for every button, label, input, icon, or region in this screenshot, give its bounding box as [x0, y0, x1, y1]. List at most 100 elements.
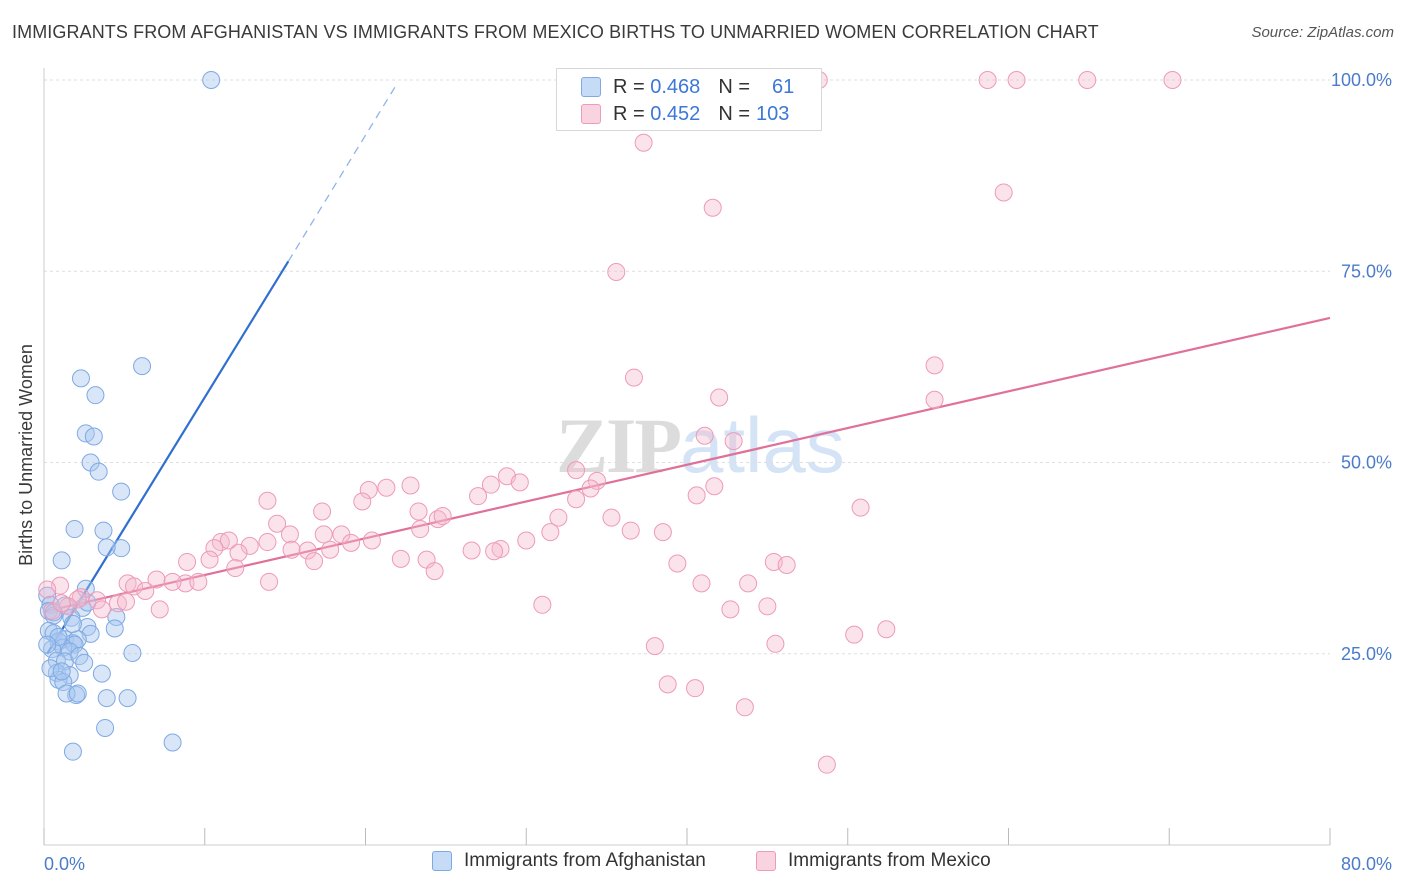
trend-line-afghanistan — [46, 260, 290, 655]
legend-row-afghanistan: R = 0.468 N = 61 — [557, 74, 794, 100]
point-mexico — [925, 390, 944, 409]
point-mexico — [645, 637, 664, 656]
point-mexico — [305, 552, 324, 571]
point-mexico — [485, 542, 504, 561]
legend-r-value: 0.452 — [650, 102, 701, 125]
point-mexico — [189, 572, 208, 591]
point-mexico — [200, 550, 219, 569]
legend-swatch-mexico — [756, 851, 776, 871]
point-mexico — [587, 471, 606, 490]
point-mexico — [205, 539, 224, 558]
point-mexico — [533, 595, 552, 614]
point-mexico — [567, 490, 586, 509]
point-mexico — [226, 559, 245, 578]
point-mexico — [409, 502, 428, 521]
point-mexico — [425, 562, 444, 581]
point-mexico — [624, 368, 643, 387]
point-afghanistan — [133, 357, 152, 376]
legend-label-afghanistan: Immigrants from Afghanistan — [464, 850, 706, 871]
point-mexico — [116, 592, 135, 611]
point-mexico — [1007, 71, 1026, 89]
legend-r-label: R = — [613, 102, 645, 125]
point-mexico — [510, 473, 529, 492]
point-mexico — [607, 263, 626, 282]
point-afghanistan — [97, 538, 116, 557]
point-mexico — [240, 536, 259, 555]
point-mexico — [178, 552, 197, 571]
point-mexico — [433, 507, 452, 526]
legend-item-mexico[interactable]: Immigrants from Mexico — [756, 850, 991, 872]
point-mexico — [428, 510, 447, 529]
point-mexico — [658, 675, 677, 694]
point-mexico — [342, 533, 361, 552]
point-mexico — [766, 634, 785, 653]
point-afghanistan — [52, 551, 71, 570]
point-mexico — [219, 531, 238, 550]
legend-swatch-afghanistan — [432, 851, 452, 871]
point-afghanistan — [118, 689, 137, 708]
point-mexico — [695, 426, 714, 445]
point-mexico — [147, 570, 166, 589]
axes — [43, 68, 1331, 846]
legend-r-value: 0.468 — [650, 75, 701, 98]
tick-labels: 25.0% 50.0% 75.0% 100.0% 0.0% 80.0% — [44, 70, 1392, 874]
point-afghanistan — [75, 653, 94, 672]
point-afghanistan — [112, 482, 131, 501]
point-afghanistan — [89, 462, 108, 481]
point-mexico — [163, 572, 182, 591]
watermark-atlas: atlas — [680, 401, 845, 489]
point-afghanistan — [92, 664, 111, 683]
x-tick-label: 80.0% — [1341, 854, 1392, 874]
point-mexico — [258, 533, 277, 552]
legend-n-label: N = — [718, 75, 750, 98]
trend-line-mexico — [43, 316, 1331, 613]
point-mexico — [687, 486, 706, 505]
point-afghanistan — [94, 521, 113, 540]
point-mexico — [1078, 71, 1097, 89]
point-mexico — [817, 755, 836, 774]
point-mexico — [359, 481, 378, 500]
point-mexico — [353, 492, 372, 511]
point-mexico — [362, 531, 381, 550]
point-afghanistan — [68, 684, 87, 703]
point-mexico — [282, 540, 301, 559]
point-mexico — [692, 574, 711, 593]
point-mexico — [411, 520, 430, 539]
chart-title: IMMIGRANTS FROM AFGHANISTAN VS IMMIGRANT… — [12, 22, 1099, 42]
point-afghanistan — [86, 386, 105, 405]
point-mexico — [602, 508, 621, 527]
point-mexico — [88, 591, 107, 610]
source-credit: Source: ZipAtlas.com — [1251, 24, 1394, 41]
y-axis-label: Births to Unmarried Women — [16, 344, 36, 566]
point-mexico — [705, 477, 724, 496]
point-mexico — [621, 521, 640, 540]
point-mexico — [469, 487, 488, 506]
point-mexico — [52, 594, 71, 613]
point-mexico — [686, 679, 705, 698]
legend-n-value: 103 — [756, 102, 790, 125]
point-mexico — [401, 476, 420, 495]
point-mexico — [268, 514, 287, 533]
y-tick-label: 75.0% — [1341, 261, 1392, 281]
point-mexico — [38, 580, 57, 599]
point-mexico — [735, 698, 754, 717]
point-mexico — [280, 525, 299, 544]
point-afghanistan — [65, 520, 84, 539]
trend-line-afghanistan-extension — [287, 85, 397, 262]
point-mexico — [710, 388, 729, 407]
point-afghanistan — [63, 742, 82, 761]
point-mexico — [321, 540, 340, 559]
point-mexico — [777, 556, 796, 575]
series-legend: Immigrants from Afghanistan Immigrants f… — [0, 850, 1406, 878]
legend-swatch-afghanistan — [581, 77, 601, 97]
point-mexico — [877, 620, 896, 639]
legend-row-mexico: R = 0.452 N = 103 — [557, 101, 789, 127]
point-afghanistan — [112, 539, 131, 558]
point-mexico — [260, 572, 279, 591]
point-mexico — [845, 625, 864, 644]
legend-item-afghanistan[interactable]: Immigrants from Afghanistan — [432, 850, 706, 872]
legend-n-value: 61 — [772, 75, 795, 98]
x-tick-label: 0.0% — [44, 854, 85, 874]
point-mexico — [724, 432, 743, 451]
point-mexico — [994, 183, 1013, 202]
